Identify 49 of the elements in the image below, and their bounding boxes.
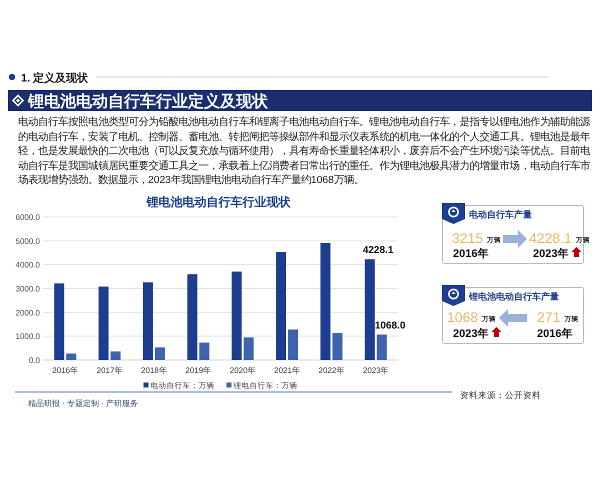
x-tick-label: 2017年 (96, 366, 122, 375)
bar (98, 286, 109, 360)
bar (320, 242, 330, 360)
text: 271 (537, 309, 561, 325)
bar (154, 347, 165, 360)
x-tick-label: 2016年 (52, 366, 78, 375)
bar (142, 282, 153, 360)
text: 2016年 (537, 327, 572, 340)
text: 4228.1 (529, 230, 572, 246)
x-tick-label: 2019年 (185, 366, 212, 375)
text: 资料来源：公开资料 (460, 390, 541, 400)
x-tick-label: 2021年 (274, 366, 300, 375)
text: 精品研报 · 专题定制 · 产研服务 (28, 399, 138, 408)
bar (110, 351, 121, 360)
bar (199, 342, 210, 360)
bar (244, 337, 254, 360)
bar (276, 252, 286, 360)
bar (376, 334, 387, 360)
data-label: 4228.1 (362, 245, 394, 256)
bar (288, 329, 298, 360)
text: 1068 (447, 309, 478, 325)
text: 电动自行车按照电池类型可分为铅酸电池电动自行车和锂离子电池电动自行车。锂电池电动自行车，是指专以锂电池作为辅助能源的电动自行车，安装了电机、控制器、蓄电池、转把闸把等操纵部件和显示仪表系统的机电一体化的个人交通工具。锂电池是最年轻，也是发展最快的二次电池（可以反复充放与循环使用），具有寿命长重量轻体积小，废弃后不会产生环境污染等优点。目前电动自行车是我国城镇居民重要交通工具之一，承载着上亿消费者日常出行的重任。作为锂电池极具潜力的增量市场，电动自行车市场表现增势强劲。数据显示，2023年我国锂电池电动自行车产量约1068万辆。 (18, 116, 590, 188)
y-tick-label: 1000.0 (16, 332, 41, 342)
text: 2016年 (453, 247, 488, 260)
text: 2023年 (533, 247, 568, 260)
text: 3215 (452, 230, 484, 246)
y-tick-label: 4000.0 (16, 260, 41, 270)
x-tick-label: 2023年 (362, 366, 389, 375)
text: 锂电池电动自行车行业定义及现状 (27, 92, 269, 110)
bar (364, 259, 375, 360)
x-tick-label: 2022年 (318, 366, 344, 375)
y-tick-label: 6000.0 (16, 213, 41, 222)
x-tick-label: 2020年 (230, 366, 256, 375)
text: 2023年 (453, 327, 488, 340)
text: 电动自行车产量 (469, 210, 532, 220)
data-label: 1068.0 (374, 320, 406, 332)
bar (232, 272, 242, 360)
bar (332, 333, 342, 360)
chart-title: 锂电池电动自行车行业现状 (146, 195, 292, 209)
x-tick-label: 2018年 (141, 366, 167, 375)
bar (54, 283, 64, 360)
y-tick-label: 3000.0 (16, 284, 41, 294)
y-tick-label: 2000.0 (16, 308, 41, 318)
y-tick-label: 5000.0 (16, 236, 41, 246)
y-tick-label: 0.0 (28, 356, 41, 365)
text: 锂电池电动自行车产量 (468, 292, 559, 302)
bar (187, 274, 198, 360)
text: 1. 定义及现状 (21, 72, 90, 84)
bar (66, 354, 76, 360)
